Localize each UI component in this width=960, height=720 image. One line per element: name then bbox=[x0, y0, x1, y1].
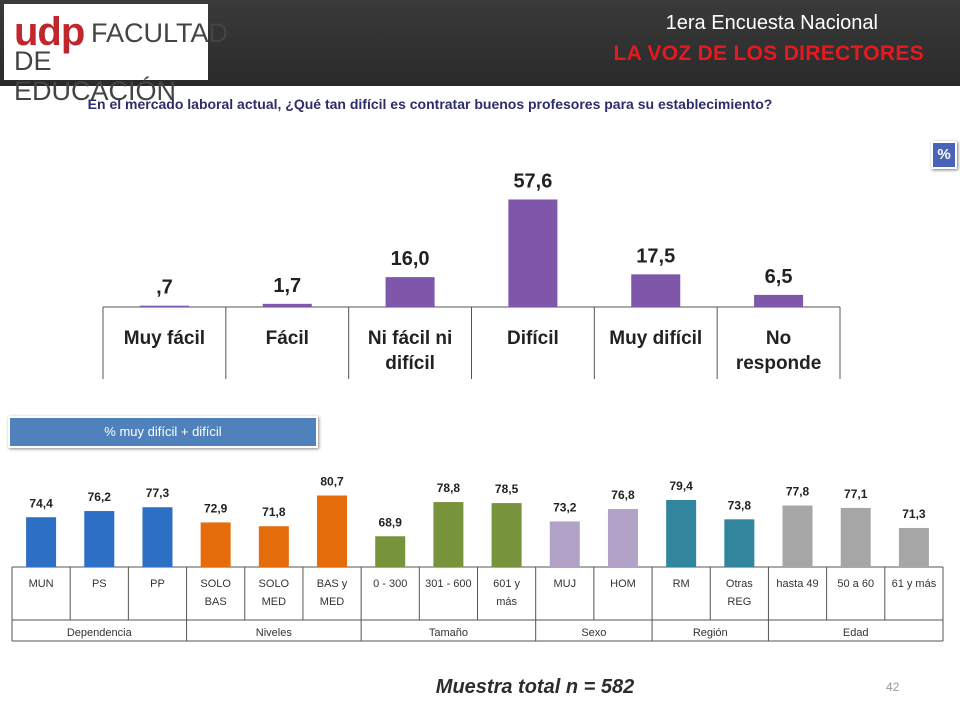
page-number: 42 bbox=[886, 680, 900, 694]
segment-value-label: 71,3 bbox=[902, 507, 926, 521]
segment-value-label: 79,4 bbox=[669, 479, 693, 493]
survey-title: 1era Encuesta Nacional bbox=[665, 12, 878, 34]
group-label: Tamaño bbox=[429, 627, 468, 639]
segment-bar-1 bbox=[26, 517, 57, 567]
segment-category-label: 0 - 300 bbox=[373, 578, 407, 590]
segment-value-label: 73,2 bbox=[553, 500, 577, 514]
segment-bar-11 bbox=[607, 508, 638, 567]
segment-bar-7 bbox=[375, 536, 406, 567]
bar-value-label: 17,5 bbox=[636, 245, 675, 267]
bar-value-label: ,7 bbox=[156, 277, 173, 299]
segment-bar-9 bbox=[491, 503, 522, 567]
segment-category-label: PP bbox=[150, 578, 165, 590]
segment-category-label: hasta 49 bbox=[776, 578, 818, 590]
segment-category-label: 301 - 600 bbox=[425, 578, 471, 590]
category-label: difícil bbox=[385, 353, 435, 374]
segment-category-label: SOLO bbox=[200, 578, 231, 590]
group-label: Edad bbox=[843, 627, 869, 639]
category-label: Ni fácil ni bbox=[368, 328, 452, 349]
segment-category-label: BAS y bbox=[317, 578, 348, 590]
segment-value-label: 77,3 bbox=[146, 486, 170, 500]
segment-category-label: PS bbox=[92, 578, 107, 590]
segment-chart-legend: % muy difícil + difícil bbox=[8, 416, 318, 448]
segment-value-label: 76,2 bbox=[88, 490, 112, 504]
segment-bar-2 bbox=[84, 511, 115, 567]
survey-subtitle: LA VOZ DE LOS DIRECTORES bbox=[613, 42, 924, 65]
logo-line1: FACULTAD bbox=[91, 18, 229, 48]
category-label: Muy fácil bbox=[124, 328, 205, 349]
segment-bar-15 bbox=[840, 507, 871, 567]
segment-bar-10 bbox=[549, 521, 580, 567]
segment-bar-13 bbox=[724, 519, 755, 567]
segment-value-label: 77,1 bbox=[844, 487, 868, 501]
segment-category-label: más bbox=[496, 596, 517, 608]
bar-6 bbox=[754, 294, 804, 307]
segment-bar-3 bbox=[142, 507, 173, 567]
segment-bar-5 bbox=[258, 526, 289, 567]
category-label: No bbox=[766, 328, 791, 349]
group-label: Niveles bbox=[256, 627, 293, 639]
bar-value-label: 57,6 bbox=[513, 170, 552, 192]
bar-3 bbox=[385, 277, 435, 307]
segment-category-label: MED bbox=[320, 596, 345, 608]
segment-value-label: 73,8 bbox=[728, 498, 752, 512]
segment-category-label: REG bbox=[727, 596, 751, 608]
bar-value-label: 16,0 bbox=[391, 248, 430, 270]
segment-value-label: 74,4 bbox=[29, 496, 53, 510]
group-label: Dependencia bbox=[67, 627, 133, 639]
logo-line2: DE EDUCACIÓN bbox=[14, 46, 177, 106]
segment-bar-12 bbox=[666, 499, 697, 567]
segment-category-label: SOLO bbox=[259, 578, 290, 590]
segment-bar-6 bbox=[317, 495, 348, 567]
segment-category-label: MED bbox=[262, 596, 287, 608]
segment-category-label: Otras bbox=[726, 578, 753, 590]
segment-category-label: RM bbox=[673, 578, 690, 590]
bar-1 bbox=[139, 305, 189, 307]
segment-category-label: BAS bbox=[205, 596, 227, 608]
category-label: Muy difícil bbox=[609, 328, 702, 349]
segment-category-label: HOM bbox=[610, 578, 636, 590]
bar-2 bbox=[262, 303, 312, 307]
segment-value-label: 76,8 bbox=[611, 488, 635, 502]
bar-value-label: 6,5 bbox=[765, 266, 793, 288]
segment-value-label: 78,8 bbox=[437, 481, 461, 495]
bar-4 bbox=[508, 199, 558, 307]
segment-category-label: 601 y bbox=[493, 578, 520, 590]
segment-category-label: 50 a 60 bbox=[837, 578, 874, 590]
group-label: Sexo bbox=[581, 627, 606, 639]
category-label: responde bbox=[736, 353, 822, 374]
segment-value-label: 72,9 bbox=[204, 501, 228, 515]
segment-category-label: MUJ bbox=[553, 578, 576, 590]
udp-logo: udp FACULTAD DE EDUCACIÓN bbox=[4, 4, 228, 106]
segment-value-label: 68,9 bbox=[379, 515, 403, 529]
header-banner: udp FACULTAD DE EDUCACIÓN 1era Encuesta … bbox=[0, 0, 960, 106]
bar-value-label: 1,7 bbox=[273, 275, 301, 297]
category-label: Fácil bbox=[266, 328, 309, 349]
question-text: En el mercado laboral actual, ¿Qué tan d… bbox=[87, 96, 773, 112]
segment-category-label: MUN bbox=[29, 578, 54, 590]
category-label: Difícil bbox=[507, 328, 559, 349]
percent-badge: % bbox=[931, 141, 957, 169]
logo-brand: udp bbox=[14, 10, 85, 54]
segment-value-label: 78,5 bbox=[495, 482, 519, 496]
segment-value-label: 71,8 bbox=[262, 505, 286, 519]
segment-bar-16 bbox=[898, 527, 929, 567]
segment-value-label: 80,7 bbox=[320, 474, 344, 488]
sample-size-footer: Muestra total n = 582 bbox=[435, 676, 635, 698]
segment-bar-4 bbox=[200, 522, 231, 567]
segment-bar-14 bbox=[782, 505, 813, 567]
segment-bar-8 bbox=[433, 502, 464, 567]
group-label: Región bbox=[693, 627, 728, 639]
segment-category-label: 61 y más bbox=[892, 578, 937, 590]
segment-value-label: 77,8 bbox=[786, 485, 810, 499]
bar-5 bbox=[631, 274, 681, 307]
